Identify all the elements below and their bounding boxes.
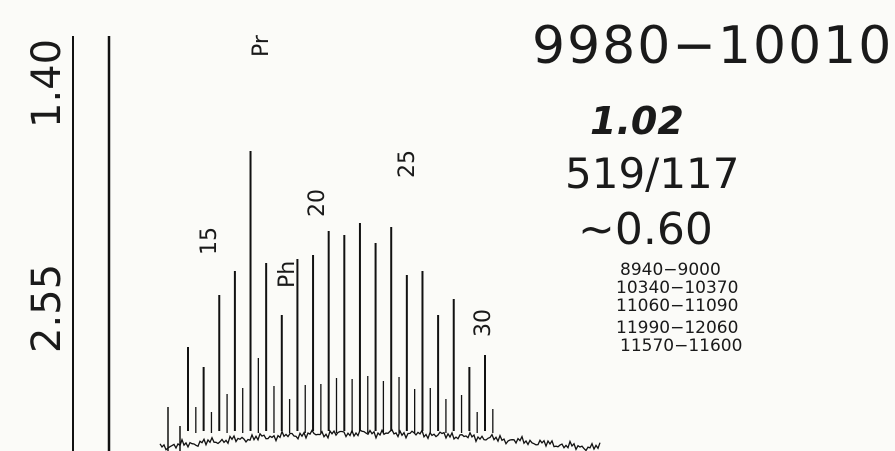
peak-label-ph: Ph [275, 260, 300, 288]
scale-label-1: 1.40 [24, 38, 70, 128]
ratio-value: 1.02 [590, 99, 684, 143]
scale-label-2: 2.55 [24, 263, 70, 353]
peak-label-15: 15 [197, 227, 222, 255]
peak-label-20: 20 [305, 189, 330, 217]
approx-value: ~0.60 [578, 204, 713, 255]
window-3: 11060−11090 [616, 296, 739, 316]
peak-group [167, 151, 494, 451]
window-4: 11990−12060 [616, 318, 739, 338]
range-title: 9980−10010 [532, 16, 894, 76]
peak-label-30: 30 [471, 309, 496, 337]
counts-value: 519/117 [565, 149, 740, 198]
window-5: 11570−11600 [620, 336, 743, 356]
baseline-trace [159, 428, 601, 451]
peak-label-25: 25 [395, 150, 420, 178]
window-1: 8940−9000 [620, 260, 721, 280]
window-2: 10340−10370 [616, 278, 739, 298]
peak-label-pr: Pr [249, 35, 274, 57]
